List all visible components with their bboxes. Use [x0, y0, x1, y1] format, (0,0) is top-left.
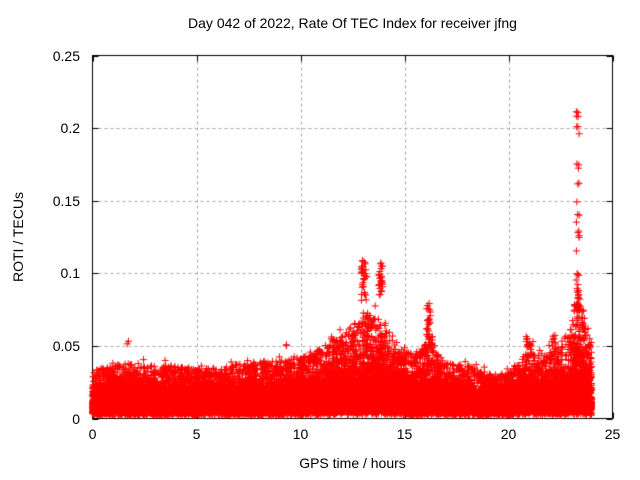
x-tick-label: 15	[396, 426, 413, 442]
y-tick-label: 0.25	[52, 47, 80, 64]
chart-title: Day 042 of 2022, Rate Of TEC Index for r…	[188, 15, 517, 31]
y-tick-label: 0.05	[52, 337, 80, 354]
y-tick-label: 0.2	[60, 120, 80, 137]
x-tick-label: 20	[500, 426, 517, 442]
x-tick-label: 5	[192, 426, 201, 442]
x-tick-label: 10	[292, 426, 309, 442]
y-tick-label: 0.15	[52, 192, 80, 209]
y-tick-label: 0.1	[60, 265, 80, 282]
x-axis-label: GPS time / hours	[299, 455, 406, 471]
x-tick-label: 25	[604, 426, 621, 442]
y-tick-label: 0	[72, 410, 80, 427]
x-tick-label: 0	[88, 426, 97, 442]
